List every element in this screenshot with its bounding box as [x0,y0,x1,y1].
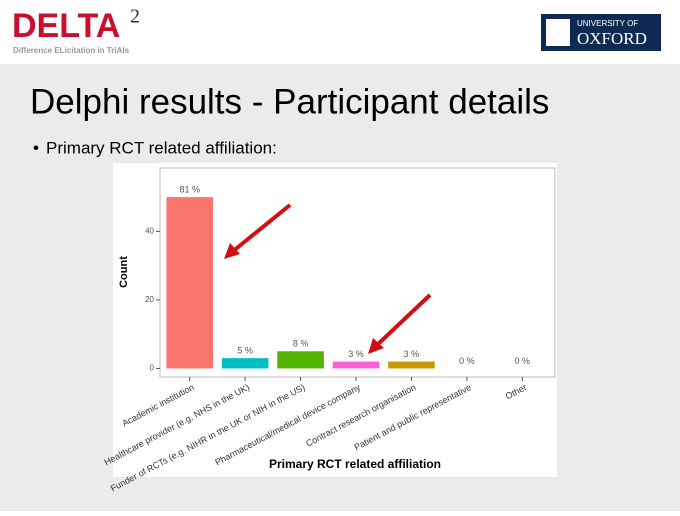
share-label: 0 % [459,356,475,366]
share-label: 3 % [348,349,364,359]
bar [166,197,213,369]
y-tick-label: 40 [145,226,154,235]
arrow [230,203,292,254]
x-axis-title: Primary RCT related affiliation [269,457,441,471]
share-label: 0 % [515,356,531,366]
bullet-dot: • [33,138,39,157]
logo-tagline: Difference ELicitation in TriAls [13,46,130,55]
slide-title: Delphi results - Participant details [30,82,549,121]
share-label: 5 % [237,346,253,356]
y-axis-title: Count [118,256,130,288]
y-tick-label: 0 [150,364,155,373]
arrow-head [224,243,240,259]
arrow-head [368,338,384,354]
bar [221,358,269,369]
share-label: 3 % [404,349,420,359]
share-label: 81 % [179,184,200,194]
bar [388,361,435,369]
crest [546,19,570,46]
arrow [374,293,432,348]
arrows [224,203,432,354]
bullet-text: Primary RCT related affiliation: [46,138,277,157]
partner-bottom: OXFORD [577,29,647,48]
logo: DELTA [12,7,120,45]
logo-superscript: 2 [130,6,140,28]
plot-panel [159,167,556,378]
partner-top: UNIVERSITY OF [577,19,638,28]
share-label: 8 % [293,339,309,349]
bar [332,361,380,369]
bar [277,351,324,369]
y-tick-label: 20 [145,295,154,304]
